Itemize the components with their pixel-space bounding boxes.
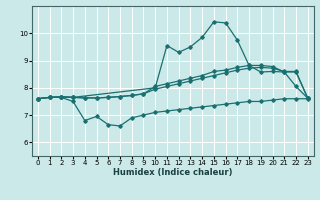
X-axis label: Humidex (Indice chaleur): Humidex (Indice chaleur) <box>113 168 233 177</box>
